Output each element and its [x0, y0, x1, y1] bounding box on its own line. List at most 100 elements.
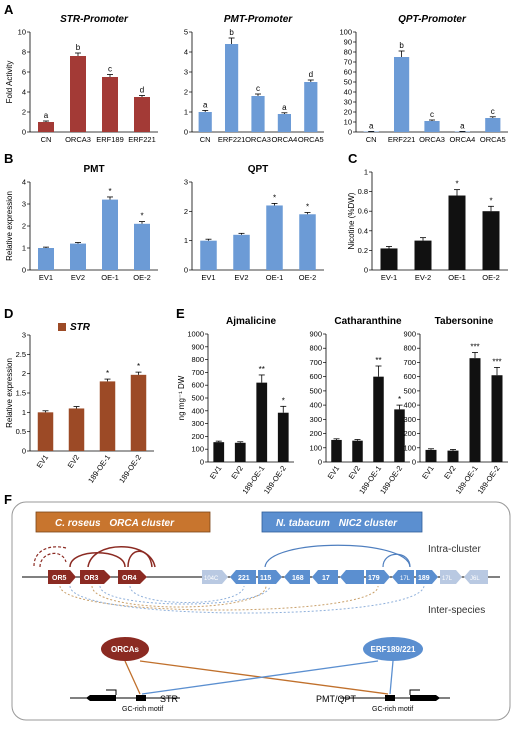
chart-b2: QPT 0 1 2 3 EV1 EV2 * OE-1 * OE-2: [184, 164, 324, 282]
bar: [394, 57, 410, 132]
orca-intra-dashed-2: [33, 546, 67, 567]
category-label: ERF221: [388, 135, 416, 144]
y-tick-label: 0: [318, 458, 322, 467]
y-tick-label: 0.5: [16, 427, 26, 436]
gc-motif-label-2: GC-rich motif: [372, 706, 413, 713]
category-label: EV-1: [381, 273, 397, 282]
y-tick-label: 300: [403, 415, 416, 424]
y-tick-label: 0: [22, 266, 26, 275]
significance-label: *: [306, 203, 309, 212]
legend-label: STR: [70, 322, 91, 333]
bar: [134, 223, 150, 270]
y-tick-label: 0.6: [358, 207, 368, 216]
nic2-cluster-title: N. tabacum NIC2 cluster: [276, 518, 398, 529]
nic2-cluster-species: N. tabacum: [276, 518, 330, 529]
bar: [448, 195, 466, 270]
y-tick-label: 700: [309, 358, 322, 367]
bar: [233, 234, 250, 270]
bar: [68, 408, 85, 451]
significance-label: *: [489, 196, 492, 205]
significance-label: *: [137, 362, 140, 371]
category-label: OE-1: [266, 273, 284, 282]
panel-label-d: D: [4, 306, 13, 321]
significance-label: c: [430, 110, 434, 119]
y-tick-label: 2: [184, 88, 188, 97]
legend-swatch: [58, 323, 66, 331]
bar: [394, 409, 405, 462]
y-tick-label: 600: [403, 372, 416, 381]
significance-label: *: [140, 212, 143, 221]
nic-intra-arc-2: [382, 553, 411, 568]
bar: [99, 381, 116, 451]
category-label: ORCA3: [65, 135, 91, 144]
bar: [102, 77, 118, 132]
pmt-arrowhead: [436, 695, 440, 701]
orca-cluster-title: C. roseus ORCA cluster: [55, 518, 175, 529]
y-tick-label: 900: [309, 330, 322, 339]
y-axis-label: Fold Activity: [5, 61, 14, 104]
orca-intra-arc-2: [87, 546, 156, 568]
category-label: ORCA3: [245, 135, 271, 144]
y-tick-label: 0.8: [358, 187, 368, 196]
orcas-to-str: [124, 660, 141, 695]
chart-title: PMT-Promoter: [224, 14, 293, 25]
gene-label-179: 179: [368, 575, 380, 582]
category-label: EV1: [326, 464, 342, 481]
y-tick-label: 500: [309, 386, 322, 395]
gene-arrow-or3: [80, 570, 111, 584]
y-tick-label: 0: [184, 266, 188, 275]
category-label: OE-2: [299, 273, 317, 282]
category-label: EV-2: [415, 273, 431, 282]
bar: [256, 382, 268, 462]
panel-label-a: A: [4, 2, 14, 17]
category-label: 189-OE-2: [476, 464, 502, 496]
gene-label-or5: OR5: [52, 575, 67, 582]
panel-f-diagram: C. roseus ORCA cluster N. tabacum NIC2 c…: [11, 501, 511, 721]
significance-label: a: [369, 121, 374, 130]
bar: [251, 96, 265, 132]
y-tick-label: 0: [412, 458, 416, 467]
orca-genes: OR5 OR3 OR4: [48, 570, 147, 584]
bar: [277, 412, 289, 462]
chart-a2: PMT-Promoter 0 1 2 3 4 5 a CN b ERF221 c ORCA3 a ORCA4…: [184, 14, 324, 144]
y-tick-label: 5: [184, 28, 188, 37]
intra-cluster-label: Intra-cluster: [428, 544, 481, 555]
gene-arrow-168: [284, 570, 310, 584]
gene-arrow-179: [366, 570, 390, 584]
category-label: EV2: [347, 464, 363, 481]
y-tick-label: 50: [344, 78, 352, 87]
diagram-frame: [11, 501, 511, 721]
inter-arc-3: [129, 585, 245, 603]
chart-title: QPT: [248, 164, 269, 175]
gene-label-168: 168: [292, 575, 304, 582]
bar: [70, 243, 86, 270]
y-tick-label: 3: [22, 331, 26, 340]
bar: [424, 121, 440, 132]
y-tick-label: 0: [200, 458, 204, 467]
bar: [225, 44, 239, 132]
y-tick-label: 2: [184, 207, 188, 216]
y-tick-label: 3: [184, 68, 188, 77]
y-tick-label: 4: [22, 178, 26, 187]
significance-label: **: [375, 356, 381, 365]
significance-label: *: [108, 187, 111, 196]
category-label: EV1: [208, 464, 224, 481]
category-label: ORCA4: [271, 135, 297, 144]
category-label: EV2: [442, 464, 458, 481]
significance-label: d: [140, 86, 144, 95]
y-tick-label: 300: [309, 415, 322, 424]
y-tick-label: 30: [344, 98, 352, 107]
y-tick-label: 4: [22, 88, 26, 97]
y-tick-label: 100: [339, 28, 352, 37]
chart-e3: Tabersonine 0 100 200 300 400 500 600 700 800 900 E…: [403, 316, 508, 496]
nic-intra-arc-1: [264, 544, 411, 568]
orca-cluster-box: [35, 511, 211, 533]
gene-arrow-115: [258, 570, 282, 584]
erf-to-pmt: [389, 660, 394, 695]
bar: [469, 358, 481, 462]
erf-to-str: [141, 660, 379, 695]
erf-ellipse: [363, 637, 423, 661]
gene-label-115: 115: [260, 575, 271, 582]
panel-label-b: B: [4, 151, 13, 166]
nic2-cluster-name: NIC2 cluster: [339, 518, 398, 529]
